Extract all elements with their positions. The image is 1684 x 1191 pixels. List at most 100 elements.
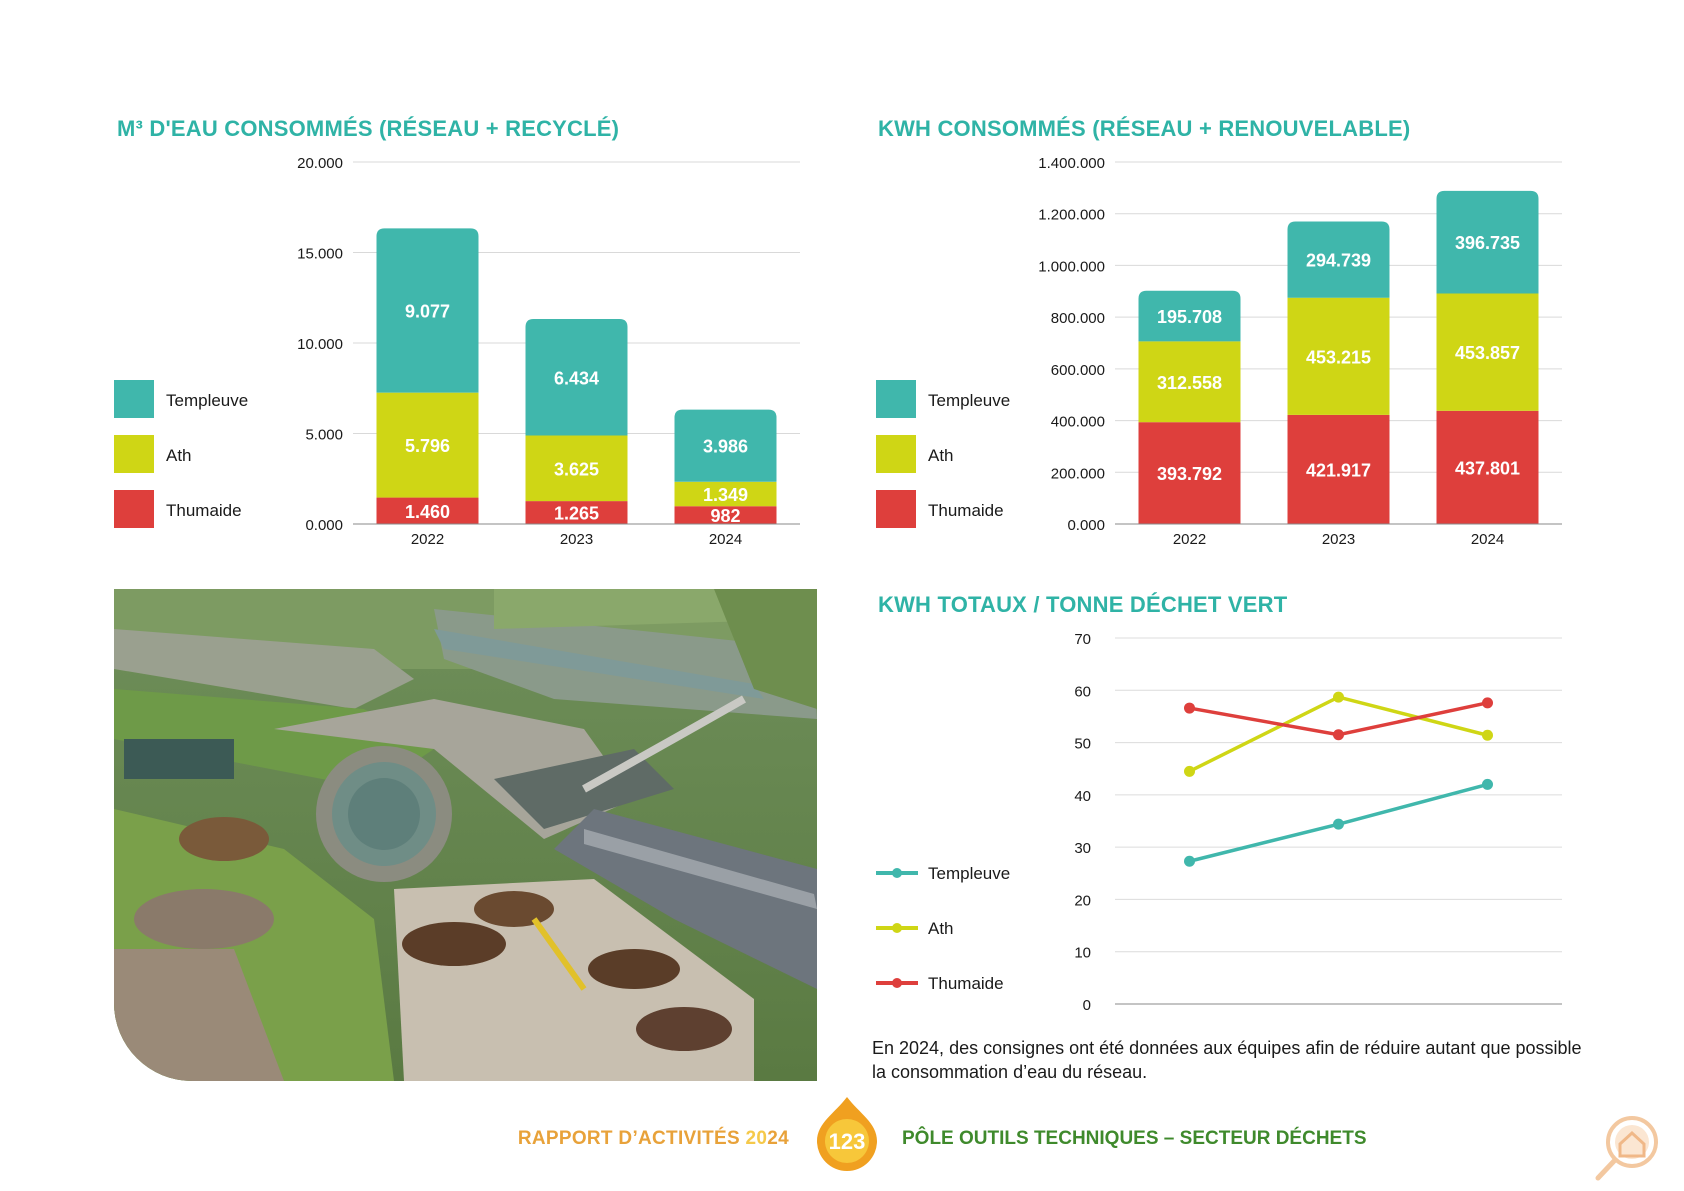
kwh-data-label-templeuve-2022: 195.708 <box>1157 307 1222 327</box>
kwh-data-label-thumaide-2022: 393.792 <box>1157 464 1222 484</box>
water-ytick-label: 5.000 <box>305 427 343 444</box>
ratio-point-ath-2024 <box>1482 729 1493 741</box>
water-xtick-label: 2022 <box>411 531 444 548</box>
kwh-bar-ath-2024 <box>1436 293 1539 411</box>
ratio-ytick-label: 70 <box>1074 631 1091 648</box>
kwh-bar-templeuve-2023 <box>1287 221 1390 298</box>
ratio-point-templeuve-2024 <box>1482 778 1493 790</box>
ratio-ytick-label: 60 <box>1074 683 1091 700</box>
water-bar-ath-2024 <box>674 481 777 507</box>
water-ytick-label: 0.000 <box>305 517 343 534</box>
kwh-data-label-templeuve-2023: 294.739 <box>1306 251 1371 271</box>
kwh-xtick-label: 2022 <box>1173 531 1206 548</box>
kwh-bar-ath-2022 <box>1138 341 1241 423</box>
kwh-bar-templeuve-2022 <box>1138 290 1241 342</box>
water-data-label-ath-2022: 5.796 <box>405 436 450 456</box>
ratio-ytick-label: 0 <box>1083 997 1091 1014</box>
ratio-legend-marker-templeuve <box>892 868 902 878</box>
kwh-data-label-ath-2023: 453.215 <box>1306 347 1371 367</box>
kwh-ytick-label: 0.000 <box>1067 517 1105 534</box>
kwh-data-label-ath-2024: 453.857 <box>1455 343 1520 363</box>
water-bar-chart: 0.000 5.000 10.000 15.000 20.000 1.460 5.796 9.… <box>114 155 800 548</box>
ratio-legend-marker-thumaide <box>892 978 902 988</box>
water-bar-thumaide-2023 <box>525 501 628 524</box>
ratio-point-templeuve-2023 <box>1333 818 1344 830</box>
ratio-legend-label-templeuve: Templeuve <box>928 864 1010 883</box>
ratio-point-ath-2022 <box>1184 765 1195 777</box>
ratio-ytick-label: 30 <box>1074 840 1091 857</box>
ratio-point-ath-2023 <box>1333 691 1344 703</box>
kwh-legend-swatch-ath <box>876 435 916 473</box>
section-title: PÔLE OUTILS TECHNIQUES – SECTEUR DÉCHETS <box>902 1128 1367 1149</box>
water-legend-label-templeuve: Templeuve <box>166 391 248 410</box>
water-data-label-thumaide-2023: 1.265 <box>554 504 599 524</box>
kwh-xtick-label: 2023 <box>1322 531 1355 548</box>
water-data-label-ath-2023: 3.625 <box>554 459 599 479</box>
water-data-label-templeuve-2023: 6.434 <box>554 368 599 388</box>
water-bar-ath-2022 <box>376 392 479 498</box>
water-bar-templeuve-2022 <box>376 228 479 393</box>
kwh-data-label-ath-2022: 312.558 <box>1157 373 1222 393</box>
ratio-legend-label-thumaide: Thumaide <box>928 974 1004 993</box>
kwh-bar-thumaide-2024 <box>1436 410 1539 524</box>
kwh-legend-label-thumaide: Thumaide <box>928 501 1004 520</box>
water-data-label-templeuve-2022: 9.077 <box>405 302 450 322</box>
water-chart-title: M³ D'EAU CONSOMMÉS (RÉSEAU + RECYCLÉ) <box>117 116 620 141</box>
ratio-point-thumaide-2022 <box>1184 702 1195 714</box>
ratio-point-templeuve-2022 <box>1184 855 1195 867</box>
ratio-line-chart: 0 10 20 30 40 50 60 70 Templeuve Ath Thumaide <box>876 631 1562 1014</box>
water-data-label-thumaide-2024: 982 <box>710 506 740 526</box>
kwh-legend-label-ath: Ath <box>928 446 954 465</box>
kwh-bar-thumaide-2023 <box>1287 414 1390 524</box>
ratio-point-thumaide-2024 <box>1482 697 1493 709</box>
ratio-chart-title: KWH TOTAUX / TONNE DÉCHET VERT <box>878 592 1288 617</box>
water-bar-templeuve-2023 <box>525 319 628 436</box>
ratio-legend-marker-ath <box>892 923 902 933</box>
page-number-badge: 123 <box>817 1097 877 1171</box>
kwh-bar-thumaide-2022 <box>1138 422 1241 524</box>
water-legend-label-ath: Ath <box>166 446 192 465</box>
kwh-ytick-label: 400.000 <box>1051 414 1105 431</box>
kwh-legend-label-templeuve: Templeuve <box>928 391 1010 410</box>
ratio-legend-label-ath: Ath <box>928 919 954 938</box>
kwh-ytick-label: 800.000 <box>1051 310 1105 327</box>
water-data-label-ath-2024: 1.349 <box>703 485 748 505</box>
water-ytick-label: 15.000 <box>297 246 343 263</box>
kwh-legend-swatch-thumaide <box>876 490 916 528</box>
kwh-ytick-label: 1.400.000 <box>1038 155 1105 172</box>
report-title: RAPPORT D’ACTIVITÉS 2024 <box>517 1128 789 1149</box>
water-ytick-label: 20.000 <box>297 155 343 172</box>
caption-text: En 2024, des consignes ont été données a… <box>872 1038 1582 1082</box>
water-ytick-label: 10.000 <box>297 336 343 353</box>
kwh-data-label-thumaide-2024: 437.801 <box>1455 458 1520 478</box>
kwh-ytick-label: 1.200.000 <box>1038 207 1105 224</box>
ratio-ytick-label: 20 <box>1074 892 1091 909</box>
water-data-label-thumaide-2022: 1.460 <box>405 502 450 522</box>
kwh-bar-chart: 0.000 200.000 400.000 600.000 800.000 1.000.0… <box>876 155 1562 548</box>
kwh-ytick-label: 1.000.000 <box>1038 258 1105 275</box>
page-number: 123 <box>829 1129 866 1154</box>
kwh-legend-swatch-templeuve <box>876 380 916 418</box>
water-xtick-label: 2024 <box>709 531 742 548</box>
ratio-ytick-label: 40 <box>1074 788 1091 805</box>
kwh-chart-title: KWH CONSOMMÉS (RÉSEAU + RENOUVELABLE) <box>878 116 1411 141</box>
water-bar-templeuve-2024 <box>674 409 777 482</box>
water-bar-thumaide-2022 <box>376 497 479 524</box>
water-legend-swatch-thumaide <box>114 490 154 528</box>
water-xtick-label: 2023 <box>560 531 593 548</box>
water-bar-thumaide-2024 <box>674 506 777 524</box>
kwh-xtick-label: 2024 <box>1471 531 1504 548</box>
water-legend-label-thumaide: Thumaide <box>166 501 242 520</box>
kwh-bar-templeuve-2024 <box>1436 190 1539 294</box>
kwh-ytick-label: 200.000 <box>1051 465 1105 482</box>
water-legend-swatch-ath <box>114 435 154 473</box>
ratio-ytick-label: 50 <box>1074 736 1091 753</box>
aerial-photo-waste-site <box>114 589 817 1081</box>
search-home-icon[interactable] <box>1588 1106 1668 1186</box>
kwh-data-label-thumaide-2023: 421.917 <box>1306 460 1371 480</box>
ratio-ytick-label: 10 <box>1074 945 1091 962</box>
kwh-bar-ath-2023 <box>1287 297 1390 415</box>
water-bar-ath-2023 <box>525 435 628 502</box>
kwh-data-label-templeuve-2024: 396.735 <box>1455 233 1520 253</box>
kwh-ytick-label: 600.000 <box>1051 362 1105 379</box>
